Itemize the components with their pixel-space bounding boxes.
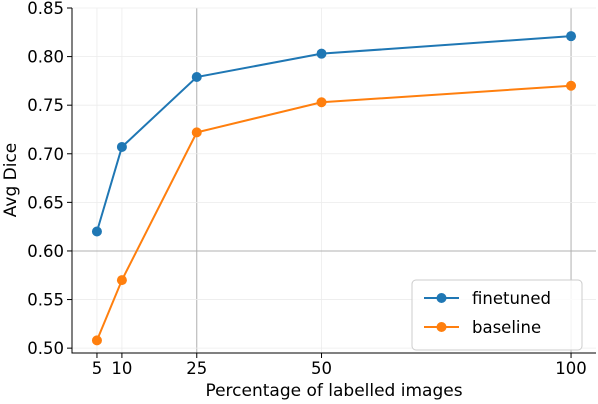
x-axis-label: Percentage of labelled images	[205, 381, 462, 401]
data-point-finetuned	[566, 31, 577, 42]
data-point-finetuned	[316, 48, 327, 59]
data-point-finetuned	[191, 72, 202, 82]
y-tick-label: 0.70	[27, 145, 64, 164]
y-tick-label: 0.75	[27, 96, 64, 115]
y-tick-label: 0.85	[27, 0, 64, 18]
x-tick-label: 25	[186, 359, 207, 378]
legend-baseline-marker	[436, 322, 447, 332]
legend-baseline-label: baseline	[472, 318, 541, 337]
y-tick-label: 0.65	[27, 193, 64, 212]
data-point-finetuned	[91, 226, 102, 237]
tick-labels: 5 10 25 50 100 0.50 0.55 0.60 0.65 0.70 0.75 0.80 0.…	[27, 0, 587, 378]
grid	[72, 7, 596, 353]
data-point-baseline	[191, 127, 202, 138]
data-point-baseline	[116, 275, 127, 286]
x-tick-label: 100	[555, 359, 587, 378]
y-axis-label: Avg Dice	[1, 143, 21, 218]
x-tick-label: 10	[111, 359, 132, 378]
x-tick-label: 50	[311, 359, 332, 378]
y-tick-label: 0.80	[27, 48, 64, 67]
data-point-baseline	[91, 335, 102, 346]
y-tick-label: 0.60	[27, 242, 64, 261]
data-point-finetuned	[116, 141, 127, 152]
legend: finetuned baseline	[411, 279, 583, 351]
data-point-baseline	[316, 97, 327, 108]
series-group	[91, 31, 577, 346]
legend-finetuned-marker	[436, 293, 447, 303]
axes	[71, 8, 596, 354]
data-point-baseline	[566, 80, 577, 91]
legend-finetuned-label: finetuned	[472, 289, 551, 308]
y-tick-label: 0.50	[27, 339, 64, 358]
x-tick-label: 5	[92, 359, 103, 378]
y-tick-label: 0.55	[27, 291, 64, 310]
